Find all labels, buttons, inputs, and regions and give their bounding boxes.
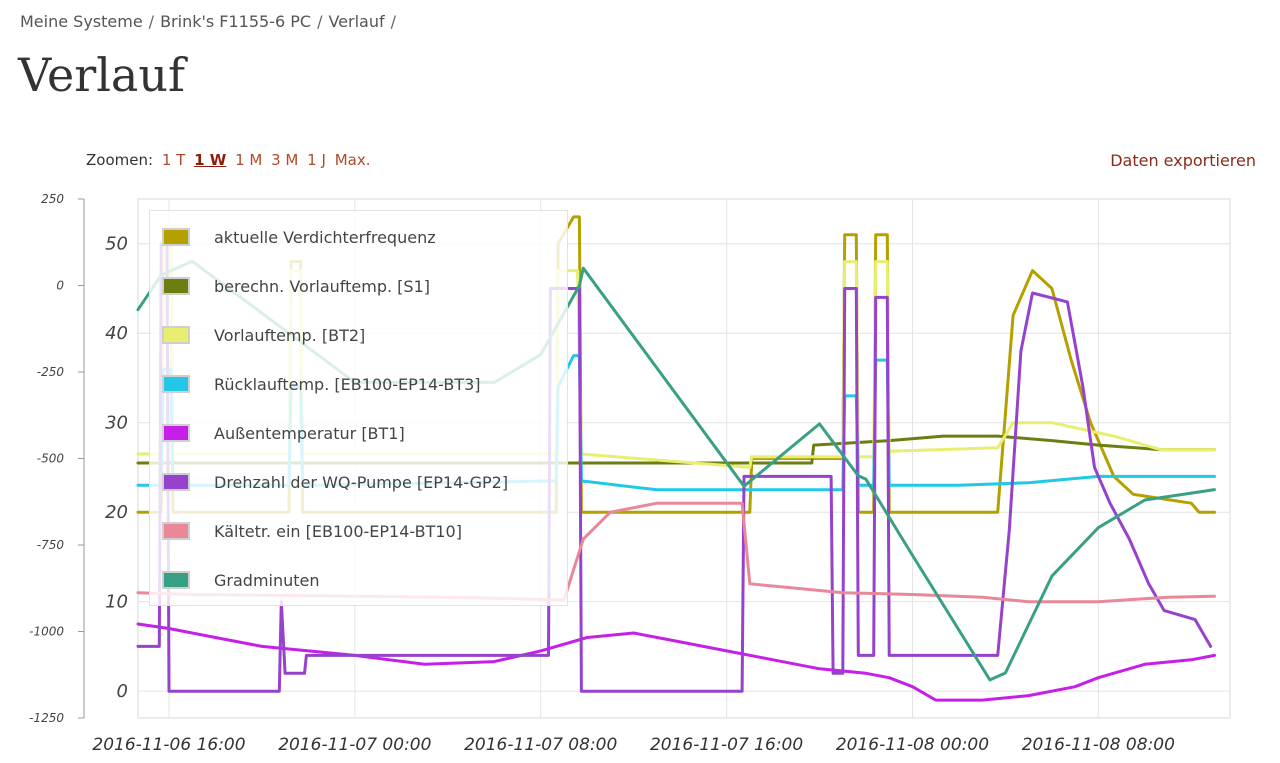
breadcrumb-separator: /	[317, 12, 323, 31]
legend-label: Außentemperatur [BT1]	[214, 423, 405, 443]
breadcrumb-separator: /	[390, 12, 397, 31]
legend-swatch	[162, 571, 190, 589]
zoom-max[interactable]: Max.	[334, 151, 371, 169]
breadcrumb: Meine Systeme / Brink's F1155-6 PC / Verlauf…	[20, 12, 402, 31]
legend-swatch	[162, 522, 190, 540]
zoom-1-month[interactable]: 1 M	[235, 151, 263, 169]
y-left-tick-label: 250	[41, 192, 64, 206]
zoom-3-months[interactable]: 3 M	[271, 151, 299, 169]
legend-item[interactable]: Gradminuten	[162, 566, 320, 594]
legend-label: Vorlauftemp. [BT2]	[214, 325, 366, 345]
export-data-link[interactable]: Daten exportieren	[1110, 151, 1256, 170]
legend-label: Gradminuten	[214, 570, 320, 590]
breadcrumb-verlauf[interactable]: Verlauf	[328, 12, 385, 31]
legend-swatch	[162, 228, 190, 246]
legend-label: Drehzahl der WQ-Pumpe [EP14-GP2]	[214, 472, 509, 492]
zoom-bar: Zoomen: 1 T 1 W 1 M 3 M 1 J Max.	[86, 151, 370, 169]
y-right-tick-label: 10	[105, 592, 128, 613]
legend-label: Rücklauftemp. [EB100-EP14-BT3]	[214, 374, 481, 394]
series-line-2	[136, 434, 1216, 465]
y-right-tick-label: 20	[105, 502, 128, 523]
y-left-tick-label: -1250	[29, 711, 64, 725]
legend-item[interactable]: Vorlauftemp. [BT2]	[162, 321, 365, 349]
y-left-tick-label: -1000	[29, 625, 64, 639]
chart-legend: aktuelle Verdichterfrequenz berechn. Vorl…	[149, 210, 568, 606]
legend-swatch	[162, 424, 190, 442]
legend-swatch	[162, 277, 190, 295]
legend-item[interactable]: aktuelle Verdichterfrequenz	[162, 223, 436, 251]
y-left-tick-label: -250	[37, 365, 65, 379]
breadcrumb-meine-systeme[interactable]: Meine Systeme	[20, 12, 143, 31]
x-tick-label: 2016-11-07 16:00	[650, 735, 803, 755]
legend-swatch	[162, 326, 190, 344]
y-right-tick-label: 40	[105, 323, 128, 344]
legend-swatch	[162, 473, 190, 491]
y-left-tick-label: 0	[56, 279, 64, 293]
legend-item[interactable]: Drehzahl der WQ-Pumpe [EP14-GP2]	[162, 468, 508, 496]
x-tick-label: 2016-11-08 00:00	[836, 735, 989, 755]
y-left-tick-label: -500	[37, 452, 65, 466]
legend-item[interactable]: berechn. Vorlauftemp. [S1]	[162, 272, 430, 300]
legend-item[interactable]: Außentemperatur [BT1]	[162, 419, 405, 447]
axes: 2016-11-06 16:00 2016-11-07 00:00 2016-11-…	[29, 192, 1175, 755]
legend-label: aktuelle Verdichterfrequenz	[214, 227, 436, 247]
zoom-1-day[interactable]: 1 T	[161, 151, 186, 169]
zoom-1-week[interactable]: 1 W	[194, 151, 227, 169]
breadcrumb-system[interactable]: Brink's F1155-6 PC	[160, 12, 312, 31]
legend-swatch	[162, 375, 190, 393]
series-line-6	[136, 242, 1213, 693]
x-tick-label: 2016-11-07 08:00	[464, 735, 617, 755]
legend-item[interactable]: Rücklauftemp. [EB100-EP14-BT3]	[162, 370, 481, 398]
x-tick-label: 2016-11-06 16:00	[92, 735, 245, 755]
legend-item[interactable]: Kältetr. ein [EB100-EP14-BT10]	[162, 517, 462, 545]
breadcrumb-separator: /	[148, 12, 155, 31]
x-tick-label: 2016-11-07 00:00	[278, 735, 431, 755]
y-left-tick-label: -750	[37, 538, 65, 552]
zoom-1-year[interactable]: 1 J	[307, 151, 326, 169]
y-right-tick-label: 50	[105, 234, 128, 255]
legend-label: Kältetr. ein [EB100-EP14-BT10]	[214, 521, 462, 541]
series-line-5	[136, 622, 1216, 702]
y-right-tick-label: 0	[117, 681, 128, 702]
legend-label: berechn. Vorlauftemp. [S1]	[214, 276, 430, 296]
x-tick-label: 2016-11-08 08:00	[1022, 735, 1175, 755]
zoom-label: Zoomen:	[86, 151, 154, 169]
y-right-tick-label: 30	[105, 413, 128, 434]
page-title: Verlauf	[18, 48, 185, 102]
